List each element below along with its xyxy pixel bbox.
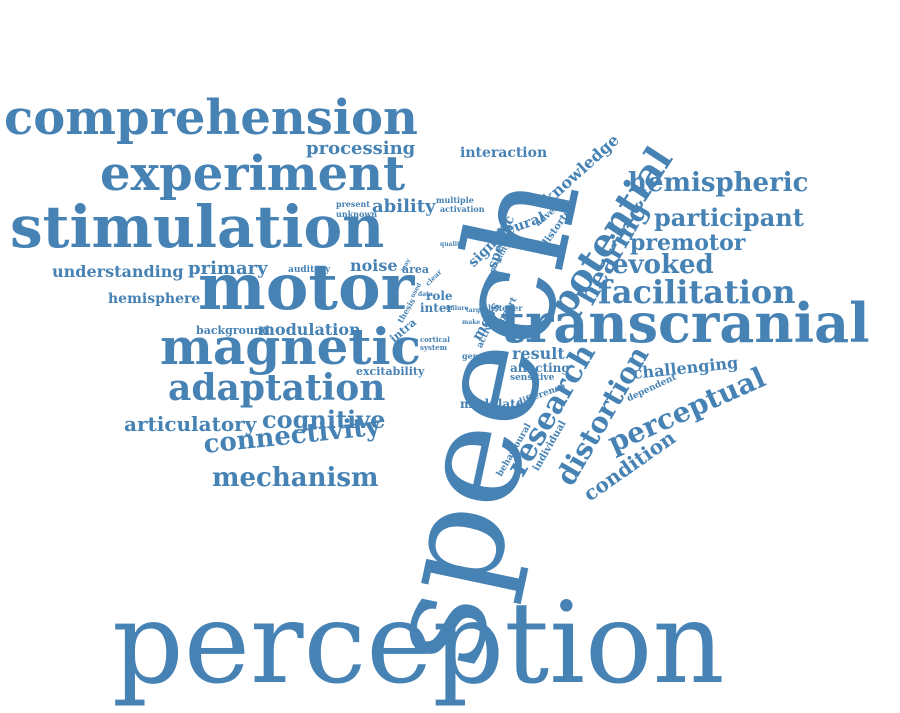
word-data: data	[418, 291, 433, 298]
word-unknown: unknown	[336, 209, 378, 219]
word-hemisphere: hemisphere	[108, 291, 201, 307]
word-transcranial: transcranial	[500, 291, 870, 355]
word-result: result	[512, 344, 565, 363]
word-make: make	[462, 319, 481, 326]
word-target: target	[466, 307, 487, 314]
word-quality: quality	[440, 241, 464, 248]
word-understanding: understanding	[52, 262, 184, 281]
word-affecting: affecting	[510, 361, 570, 375]
word-sensitive: sensitive	[510, 373, 555, 383]
word-evoked: evoked	[612, 250, 714, 280]
word-background: background	[196, 324, 270, 337]
word-modulation: modulation	[258, 320, 361, 339]
word-adaptation: adaptation	[168, 367, 386, 409]
word-cortical: cortical	[420, 335, 450, 344]
word-role: role	[426, 289, 453, 303]
word-modulate: modulate	[460, 397, 524, 411]
word-interaction: interaction	[460, 145, 548, 161]
word-articulatory: articulatory	[124, 412, 257, 436]
word-processing: processing	[306, 138, 416, 159]
word-excitability: excitability	[356, 365, 425, 378]
word-stimulation: stimulation	[10, 193, 385, 261]
word-participant: participant	[654, 203, 804, 232]
word-noise: noise	[350, 256, 398, 275]
word-ability: ability	[372, 196, 436, 217]
word-present: present	[336, 199, 371, 209]
word-mechanism: mechanism	[212, 463, 379, 493]
word-experiment: experiment	[100, 146, 406, 202]
word-activation: activation	[440, 204, 485, 214]
word-premotor: premotor	[630, 230, 746, 256]
word-perception: perception	[112, 579, 725, 709]
word-listener: listener	[488, 303, 523, 313]
word-system: system	[420, 343, 448, 352]
word-facilitation: facilitation	[598, 273, 796, 311]
word-auditory: auditory	[288, 265, 331, 275]
word-motor: motor	[198, 250, 415, 325]
word-area: area	[402, 263, 430, 276]
word-comprehension: comprehension	[4, 90, 418, 146]
word-general: general	[462, 351, 497, 361]
word-cognitive: cognitive	[262, 405, 386, 434]
word-multiple: multiple	[436, 195, 474, 205]
word-primary: primary	[188, 258, 268, 279]
word-failure: failure	[446, 305, 469, 312]
word-hemispheric: hemispheric	[628, 168, 809, 198]
word-inter: inter	[420, 301, 453, 315]
word-magnetic: magnetic	[160, 317, 421, 376]
